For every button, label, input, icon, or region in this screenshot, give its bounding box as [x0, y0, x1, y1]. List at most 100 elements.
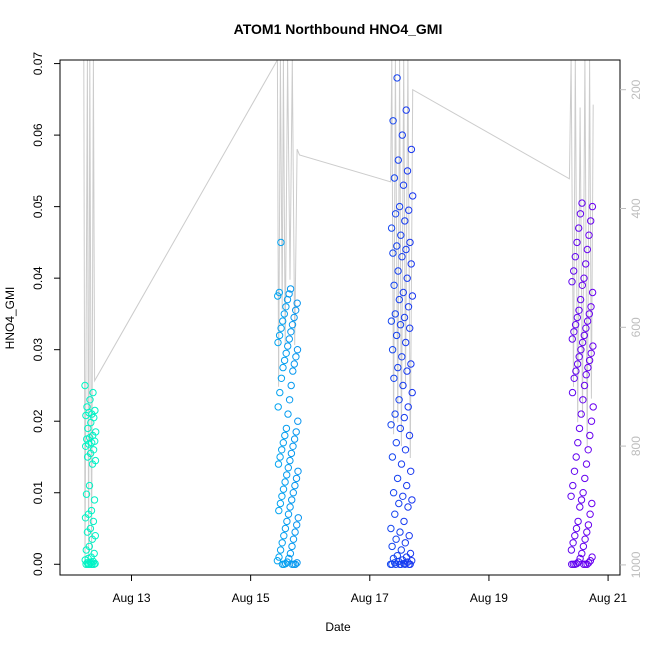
data-point: [284, 464, 292, 472]
y-axis-label: HNO4_GMI: [3, 287, 17, 350]
data-point: [274, 338, 282, 347]
data-point: [289, 367, 297, 375]
right-axis-tick-label: 600: [629, 317, 643, 337]
data-point: [568, 335, 576, 343]
data-point: [579, 396, 587, 404]
data-point: [291, 481, 299, 490]
data-point: [396, 528, 404, 536]
data-point: [409, 192, 417, 200]
data-point: [280, 532, 288, 540]
data-point: [391, 210, 400, 218]
data-point: [293, 299, 301, 307]
data-point: [283, 471, 291, 479]
data-point: [279, 317, 287, 325]
data-point: [405, 206, 413, 214]
data-point: [283, 295, 292, 304]
data-point: [578, 549, 586, 558]
data-point: [398, 253, 406, 261]
data-point: [576, 295, 585, 304]
data-point: [570, 374, 578, 382]
data-point: [391, 510, 399, 518]
right-axis-tick-label: 800: [629, 436, 643, 456]
data-point: [406, 560, 414, 568]
data-point: [86, 396, 94, 404]
data-point: [82, 546, 91, 554]
data-point: [576, 554, 584, 563]
data-point: [582, 260, 590, 268]
data-point: [281, 431, 289, 440]
data-point: [586, 431, 594, 440]
x-tick-label: Aug 21: [589, 591, 627, 605]
data-point: [407, 260, 415, 268]
data-point: [586, 510, 594, 518]
data-point: [577, 410, 585, 418]
data-point: [580, 274, 588, 282]
data-point: [578, 281, 586, 289]
data-point: [395, 295, 403, 304]
data-point: [292, 306, 300, 314]
data-point: [392, 535, 400, 543]
data-point: [82, 411, 90, 420]
data-point: [575, 353, 583, 361]
data-point: [569, 481, 577, 490]
data-point: [583, 317, 592, 325]
data-point: [282, 424, 291, 433]
data-point: [281, 524, 290, 533]
data-point: [294, 467, 302, 475]
data-point: [286, 549, 295, 558]
data-point: [570, 467, 579, 475]
data-point: [288, 560, 296, 568]
y-tick-label: 0.02: [31, 409, 45, 433]
data-point: [588, 499, 596, 508]
data-point: [290, 435, 299, 443]
data-point: [583, 245, 591, 254]
data-point: [390, 374, 398, 382]
data-point: [276, 388, 284, 397]
data-point: [405, 431, 414, 440]
data-point: [277, 238, 285, 247]
data-point: [273, 557, 282, 565]
data-point: [387, 421, 395, 429]
data-point: [389, 489, 398, 497]
data-point: [82, 560, 90, 568]
data-point: [571, 321, 580, 329]
data-point: [279, 439, 287, 447]
data-point: [387, 524, 395, 533]
data-point: [583, 528, 591, 536]
data-point: [401, 217, 409, 225]
data-point: [289, 489, 297, 497]
data-point: [294, 417, 302, 425]
data-point: [404, 303, 413, 311]
y-tick-label: 0.03: [31, 338, 45, 362]
data-point: [400, 517, 408, 526]
data-point: [399, 288, 407, 297]
data-point: [397, 560, 405, 568]
data-point: [401, 539, 409, 547]
data-point: [580, 381, 589, 390]
data-point: [573, 360, 582, 368]
data-point: [579, 489, 587, 497]
data-point: [83, 528, 92, 536]
data-point: [401, 560, 409, 568]
data-point: [572, 453, 580, 461]
data-point: [570, 267, 578, 275]
data-point: [576, 210, 585, 218]
data-point: [388, 453, 397, 461]
data-point: [572, 524, 581, 533]
data-point: [408, 388, 416, 397]
data-point: [393, 242, 401, 250]
data-point: [398, 131, 406, 139]
data-point: [293, 346, 302, 354]
data-point: [275, 331, 284, 340]
data-points-layer: [81, 74, 597, 568]
data-point: [567, 492, 575, 500]
data-point: [584, 446, 592, 454]
data-point: [398, 353, 406, 361]
data-point: [395, 499, 403, 508]
data-point: [394, 267, 402, 275]
data-point: [391, 310, 399, 318]
data-point: [581, 535, 589, 543]
data-point: [279, 363, 287, 372]
data-point: [397, 231, 405, 239]
